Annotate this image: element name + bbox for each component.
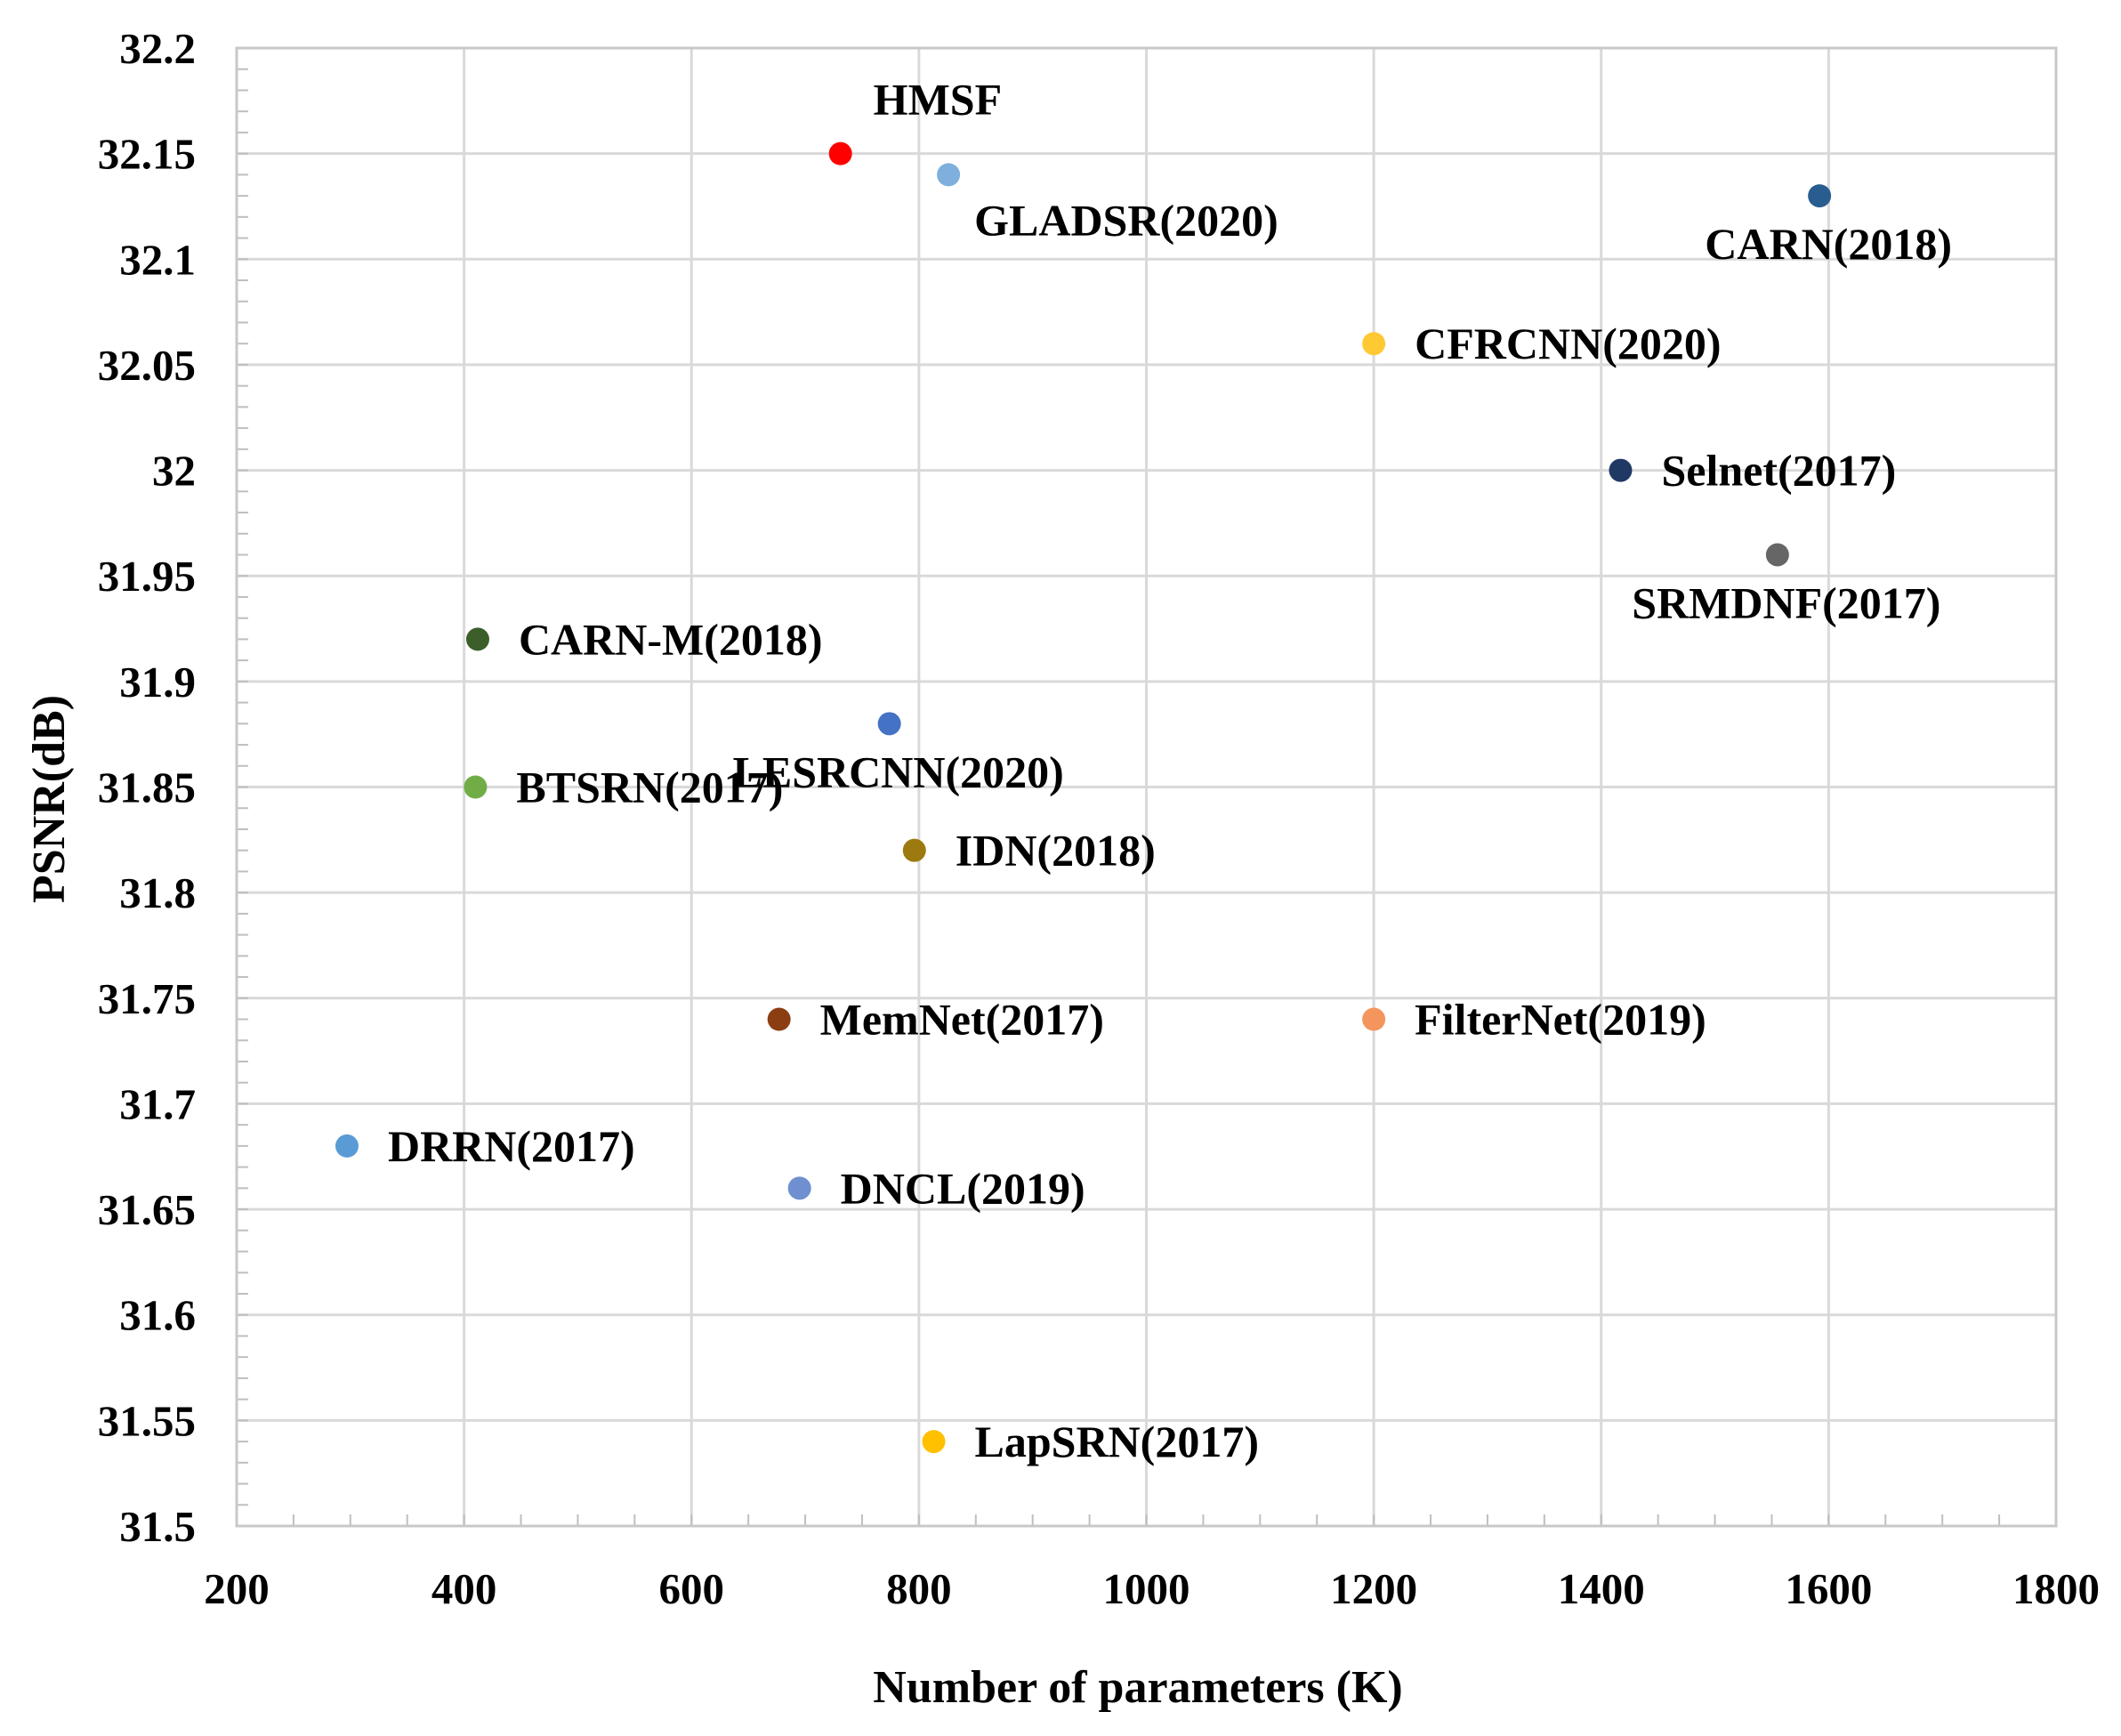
gridlines [235, 46, 2058, 1528]
data-point [787, 1176, 811, 1200]
x-tick-label: 1600 [1785, 1564, 1872, 1613]
y-tick-label: 31.7 [119, 1079, 196, 1128]
point-labels: HMSF GLADSR(2020) CARN(2018) CFRCNN(2020) Se… [388, 75, 1952, 1466]
point-label: FilterNet(2019) [1415, 995, 1706, 1045]
data-point [937, 163, 961, 187]
data-point [1609, 458, 1633, 482]
y-tick-label: 32.1 [119, 235, 196, 284]
data-point [828, 141, 852, 166]
y-tick-label: 32.05 [98, 341, 196, 390]
y-tick-label: 31.5 [119, 1502, 196, 1551]
y-tick-label: 31.8 [119, 868, 196, 917]
x-tick-label: 1800 [2012, 1564, 2100, 1613]
x-axis-title: Number of parameters (K) [873, 1662, 1402, 1713]
data-point [922, 1430, 946, 1454]
y-tick-labels: 31.5 31.55 31.6 31.65 31.7 31.75 31.8 31.85 31.9… [98, 24, 196, 1551]
y-tick-label: 32.15 [98, 130, 196, 179]
data-point [877, 712, 901, 736]
point-label: CARN-M(2018) [519, 614, 823, 664]
x-tick-label: 600 [659, 1564, 725, 1613]
x-tick-label: 1000 [1103, 1564, 1190, 1613]
point-label: LapSRN(2017) [974, 1417, 1258, 1466]
x-tick-label: 1400 [1558, 1564, 1645, 1613]
data-point [1808, 184, 1832, 208]
x-tick-label: 1200 [1330, 1564, 1417, 1613]
y-tick-label: 32 [152, 447, 196, 496]
y-tick-label: 31.75 [98, 974, 196, 1023]
data-point [1765, 543, 1789, 567]
point-label: BTSRN(2017) [516, 763, 783, 812]
data-point [902, 838, 926, 862]
point-label: MemNet(2017) [820, 995, 1104, 1045]
data-point [1362, 1007, 1386, 1031]
y-tick-label: 32.2 [119, 24, 196, 73]
point-label: IDN(2018) [956, 826, 1156, 876]
minor-ticks [236, 47, 2057, 1527]
x-tick-labels: 200 400 600 800 1000 1200 1400 1600 1800 [204, 1564, 2100, 1613]
point-label: GLADSR(2020) [974, 195, 1278, 245]
y-axis-title: PSNR(dB) [24, 695, 75, 903]
x-tick-label: 200 [204, 1564, 270, 1613]
point-label: HMSF [874, 75, 1002, 125]
point-label: DRRN(2017) [388, 1121, 635, 1171]
y-tick-label: 31.6 [119, 1291, 196, 1340]
x-tick-label: 400 [431, 1564, 497, 1613]
x-tick-label: 800 [886, 1564, 952, 1613]
data-points [335, 141, 1832, 1454]
point-label: CARN(2018) [1705, 219, 1952, 269]
point-label: SRMDNF(2017) [1632, 577, 1940, 627]
axes [235, 46, 2058, 1528]
point-label: LESRCNN(2020) [733, 747, 1064, 796]
data-point [464, 775, 488, 799]
y-tick-label: 31.55 [98, 1396, 196, 1445]
point-label: DNCL(2019) [841, 1163, 1085, 1213]
plot-frame [235, 46, 2058, 1528]
data-point [465, 627, 489, 651]
y-tick-label: 31.9 [119, 658, 196, 707]
point-label: CFRCNN(2020) [1415, 319, 1721, 368]
data-point [767, 1007, 791, 1031]
data-point [335, 1134, 359, 1158]
y-tick-label: 31.85 [98, 763, 196, 812]
data-point [1362, 332, 1386, 356]
y-tick-label: 31.95 [98, 552, 196, 601]
point-label: Selnet(2017) [1661, 446, 1896, 496]
y-tick-label: 31.65 [98, 1185, 196, 1234]
